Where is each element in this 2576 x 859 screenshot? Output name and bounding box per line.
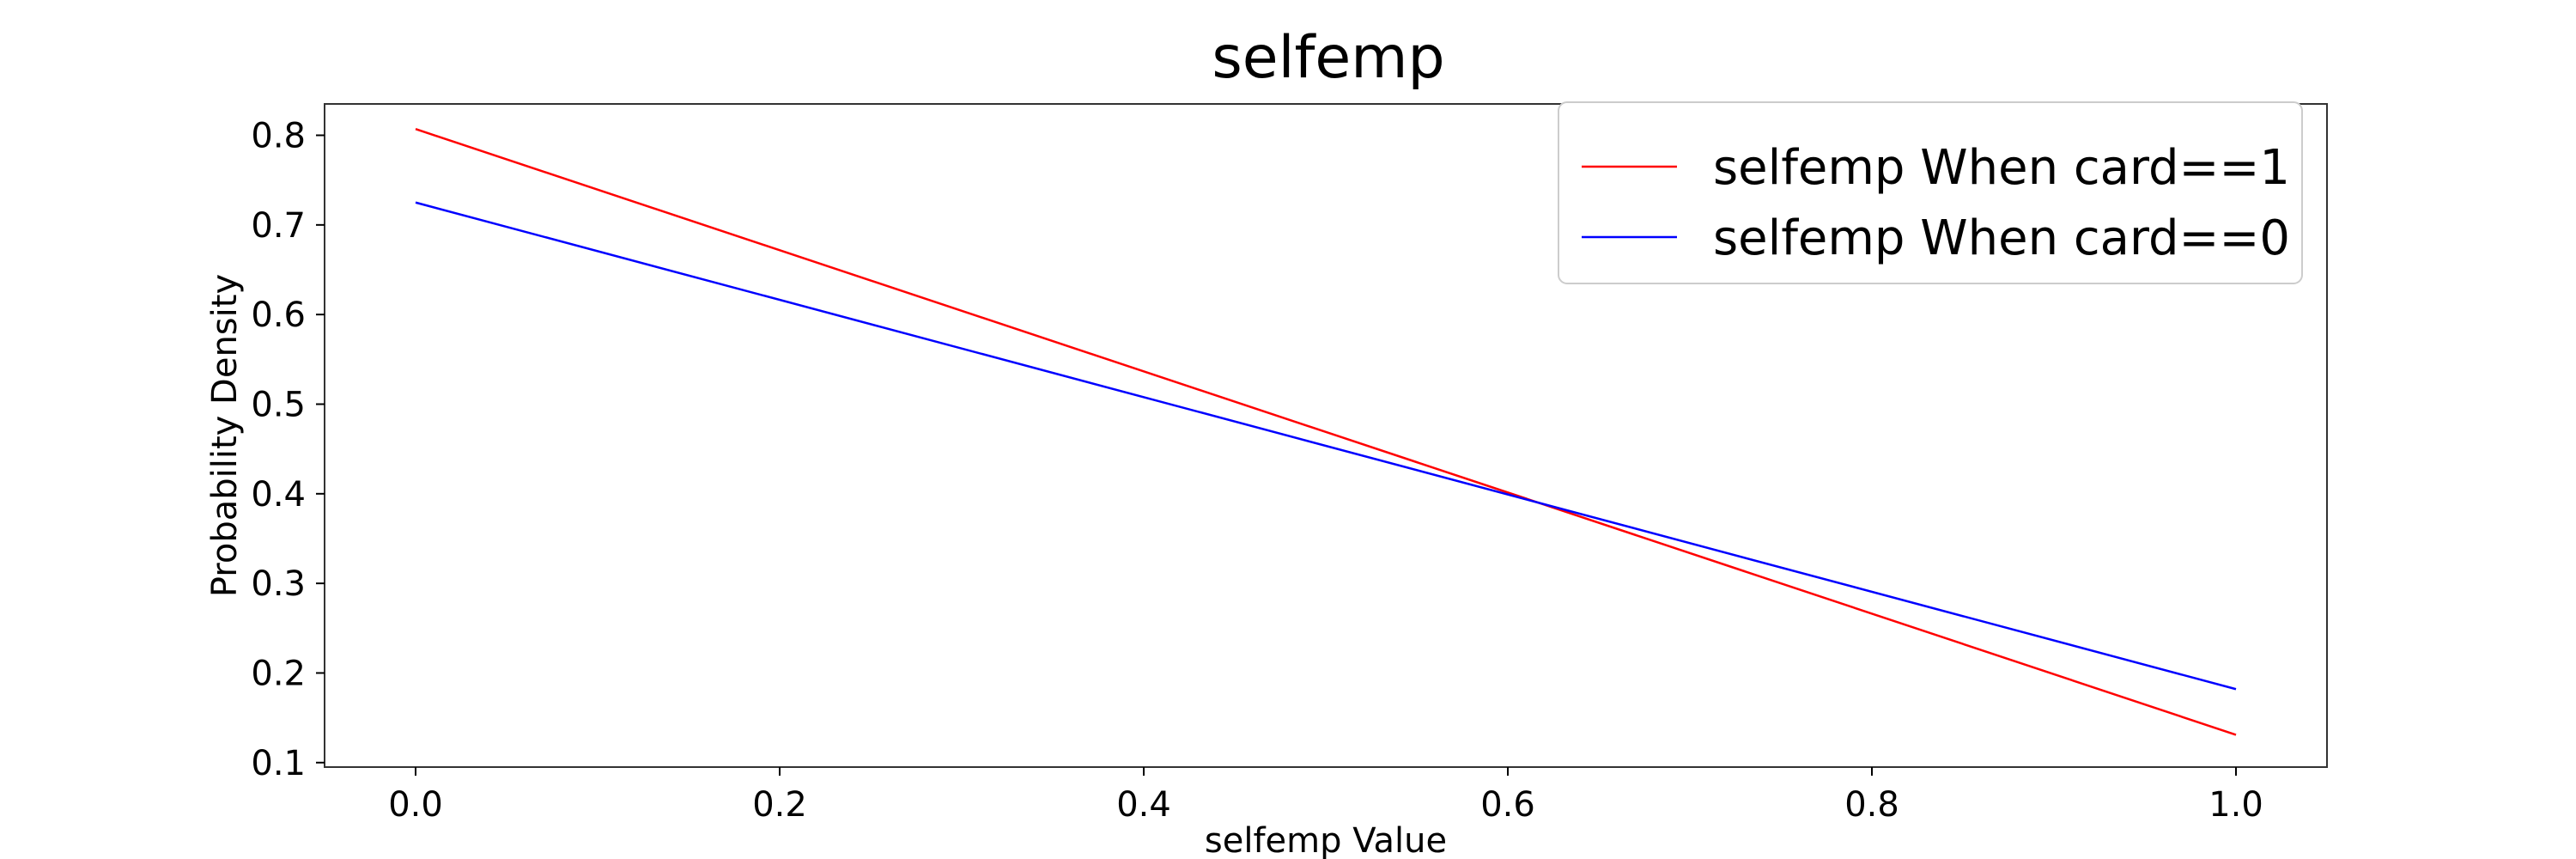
y-tick-label: 0.1 (251, 744, 306, 783)
x-tick-label: 0.8 (1844, 785, 1899, 825)
x-tick-label: 1.0 (2208, 785, 2263, 825)
x-tick-label: 0.2 (752, 785, 807, 825)
y-tick-label: 0.8 (251, 117, 306, 156)
y-tick-label: 0.4 (251, 475, 306, 515)
legend-label: selfemp When card==0 (1713, 210, 2290, 266)
y-axis-ticks: 0.1 0.2 0.3 0.4 0.5 0.6 0.7 0.8 (251, 117, 325, 783)
legend: selfemp When card==1 selfemp When card==0 (1558, 101, 2303, 284)
y-tick-label: 0.6 (251, 295, 306, 335)
x-axis-ticks: 0.0 0.2 0.4 0.6 0.8 1.0 (388, 767, 2263, 825)
chart-title: selfemp (1212, 24, 1444, 92)
x-axis-label: selfemp Value (1205, 821, 1447, 859)
y-tick-label: 0.5 (251, 385, 306, 424)
series-lines (415, 128, 2237, 736)
y-tick-label: 0.2 (251, 654, 306, 693)
y-tick-label: 0.7 (251, 206, 306, 246)
x-tick-label: 0.6 (1480, 785, 1535, 825)
legend-box (1558, 101, 2303, 284)
series-line (415, 128, 2237, 736)
legend-label: selfemp When card==1 (1713, 140, 2290, 196)
plot-frame (324, 103, 2328, 768)
x-tick-label: 0.4 (1116, 785, 1171, 825)
plot-area: 0.1 0.2 0.3 0.4 0.5 0.6 0.7 0.8 0.0 0.2 0.4 0.6 0.8… (251, 103, 2328, 825)
series-line (415, 201, 2237, 691)
x-tick-label: 0.0 (388, 785, 443, 825)
legend-items: selfemp When card==1 selfemp When card==0 (1582, 140, 2290, 266)
y-tick-label: 0.3 (251, 564, 306, 604)
y-axis-label: Probability Density (205, 274, 245, 597)
